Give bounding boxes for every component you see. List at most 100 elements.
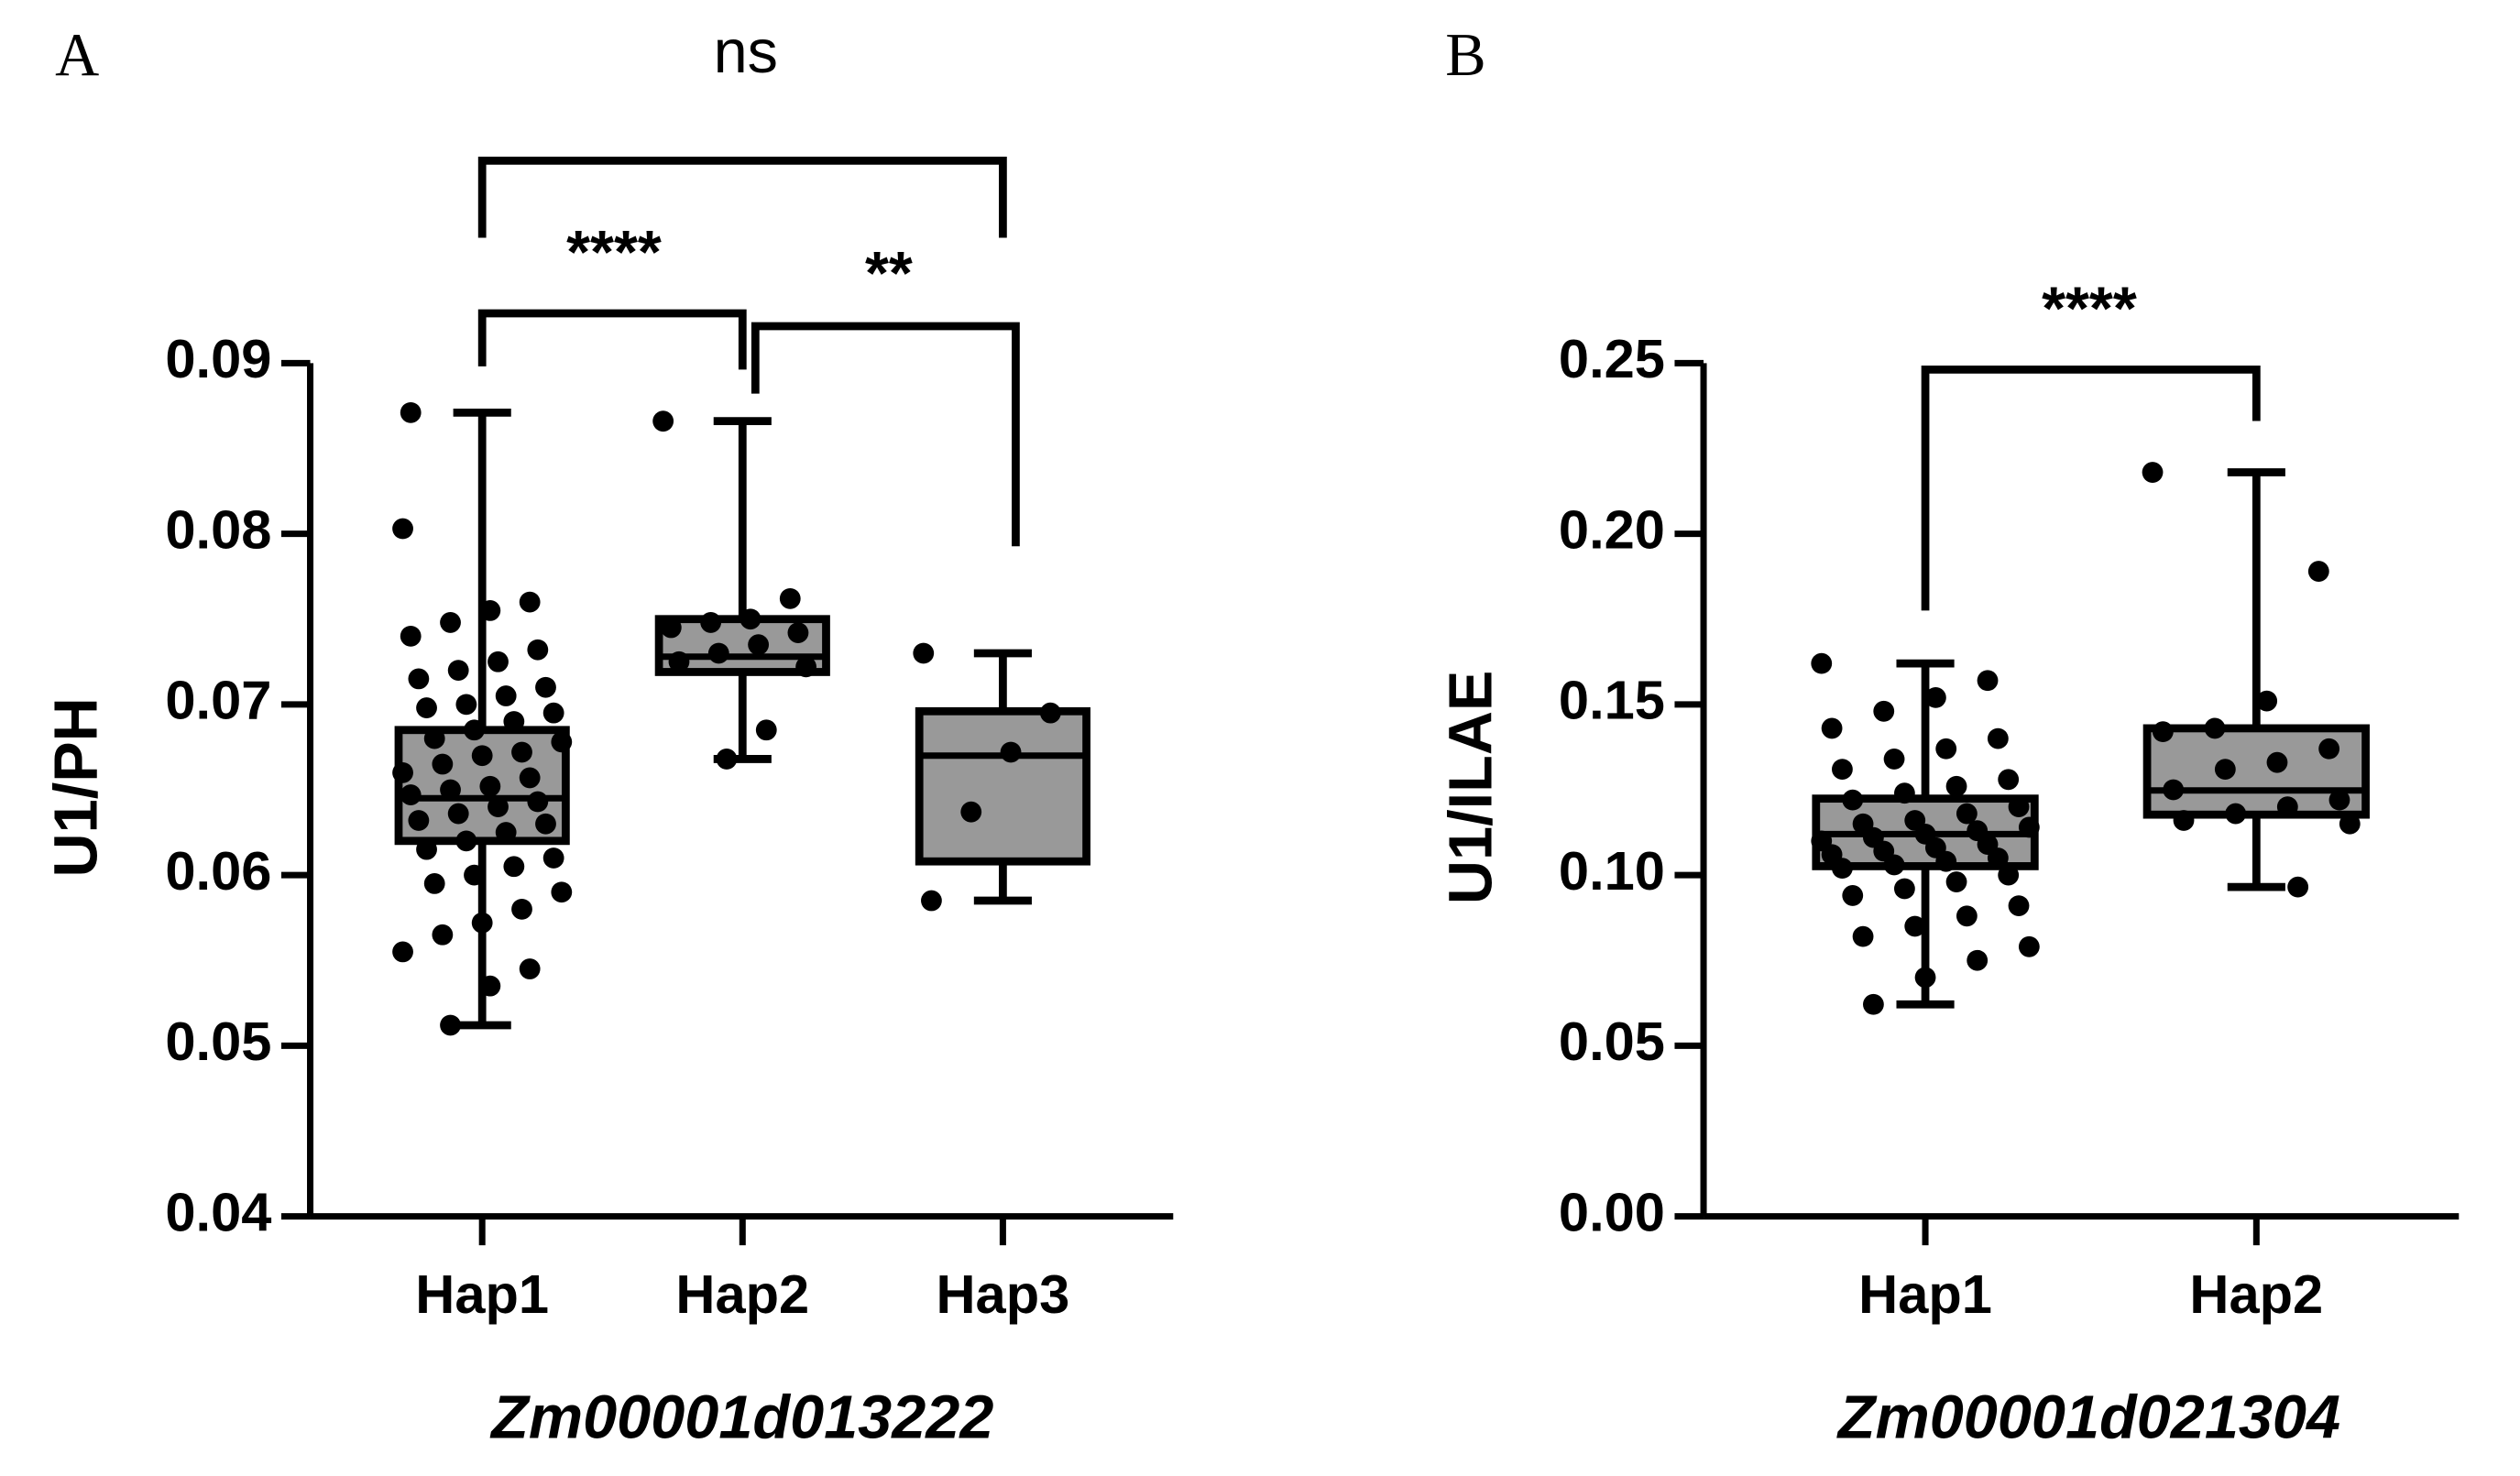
- data-point: [1998, 769, 2020, 791]
- x-axis-title: Zm00001d013222: [489, 1384, 993, 1452]
- data-point: [2152, 721, 2174, 743]
- y-tick-label: 0.25: [1559, 328, 1665, 389]
- data-point: [432, 924, 454, 946]
- data-point: [2204, 717, 2226, 739]
- data-point: [1956, 905, 1978, 927]
- data-point: [535, 676, 556, 698]
- data-point: [1977, 670, 1999, 692]
- data-point: [1904, 915, 1926, 937]
- data-point: [2173, 810, 2195, 831]
- data-point: [921, 890, 942, 912]
- data-point: [707, 642, 729, 664]
- data-point: [2018, 935, 2040, 957]
- data-point: [488, 796, 509, 817]
- data-point: [440, 1014, 461, 1036]
- data-point: [447, 803, 469, 825]
- y-tick-label: 0.07: [165, 670, 271, 731]
- data-point: [1893, 878, 1915, 900]
- data-point: [2008, 796, 2030, 817]
- data-point: [440, 779, 461, 801]
- data-point: [503, 856, 525, 878]
- data-point: [1967, 949, 1989, 971]
- data-point: [1987, 847, 2009, 869]
- data-point: [716, 749, 738, 770]
- significance-label: ****: [566, 219, 662, 287]
- y-tick-label: 0.09: [165, 328, 271, 389]
- data-point: [416, 838, 437, 860]
- data-point: [1883, 854, 1905, 876]
- data-point: [479, 775, 501, 797]
- data-point: [668, 651, 690, 672]
- significance-bracket: [1921, 365, 2261, 611]
- x-axis-title: Zm00001d021304: [1836, 1384, 2340, 1452]
- data-point: [913, 642, 935, 664]
- data-point: [1832, 759, 1853, 781]
- data-point: [440, 612, 461, 633]
- data-point: [795, 656, 816, 678]
- data-point: [2287, 876, 2309, 898]
- x-tick-label: Hap2: [675, 1263, 809, 1325]
- data-point: [1039, 702, 1061, 724]
- data-point: [1945, 775, 1967, 797]
- data-point: [423, 873, 445, 894]
- x-tick-label: Hap2: [2189, 1263, 2323, 1325]
- data-point: [1000, 741, 1022, 763]
- data-point: [400, 401, 422, 423]
- data-point: [423, 727, 445, 749]
- data-point: [551, 881, 573, 903]
- data-point: [1832, 858, 1853, 880]
- data-point: [740, 608, 761, 630]
- y-tick-label: 0.10: [1559, 840, 1665, 902]
- box: [915, 706, 1090, 866]
- data-point: [551, 731, 573, 753]
- data-point: [432, 753, 454, 775]
- data-point: [495, 685, 517, 706]
- y-axis-title: U1/PH: [42, 697, 110, 877]
- data-point: [400, 625, 422, 647]
- data-point: [1852, 925, 1874, 947]
- data-point: [1956, 803, 1978, 825]
- data-point: [1945, 871, 1967, 892]
- x-tick-label: Hap1: [1858, 1263, 1992, 1325]
- data-point: [392, 761, 413, 783]
- significance-bracket: [477, 156, 1007, 238]
- data-point: [464, 864, 485, 886]
- data-point: [2276, 796, 2298, 817]
- data-point: [511, 741, 532, 763]
- data-point: [527, 791, 549, 813]
- x-tick-label: Hap3: [937, 1263, 1070, 1325]
- data-point: [455, 694, 477, 716]
- data-point: [471, 745, 493, 767]
- data-point: [408, 668, 430, 690]
- data-point: [527, 639, 549, 661]
- data-point: [2018, 816, 2040, 838]
- data-point: [479, 600, 501, 621]
- data-point: [2142, 462, 2164, 483]
- x-tick-label: Hap1: [415, 1263, 549, 1325]
- data-point: [455, 830, 477, 852]
- data-point: [787, 622, 809, 644]
- panel-label: B: [1445, 22, 1485, 89]
- data-point: [2307, 561, 2329, 582]
- data-point: [755, 719, 777, 741]
- data-point: [2266, 751, 2288, 773]
- data-point: [2214, 759, 2236, 781]
- significance-label: ****: [2042, 276, 2137, 344]
- data-point: [479, 975, 501, 997]
- y-tick-label: 0.06: [165, 840, 271, 902]
- y-tick-label: 0.00: [1559, 1181, 1665, 1242]
- data-point: [392, 518, 413, 540]
- data-point: [2163, 779, 2185, 801]
- data-point: [471, 912, 493, 934]
- data-point: [447, 660, 469, 681]
- data-point: [2328, 789, 2350, 811]
- y-tick-label: 0.15: [1559, 670, 1665, 731]
- data-point: [1883, 749, 1905, 770]
- data-point: [1811, 652, 1833, 674]
- data-point: [1821, 717, 1843, 739]
- data-point: [511, 898, 532, 920]
- significance-label: ns: [714, 18, 778, 86]
- data-point: [2256, 690, 2278, 712]
- data-point: [464, 719, 485, 741]
